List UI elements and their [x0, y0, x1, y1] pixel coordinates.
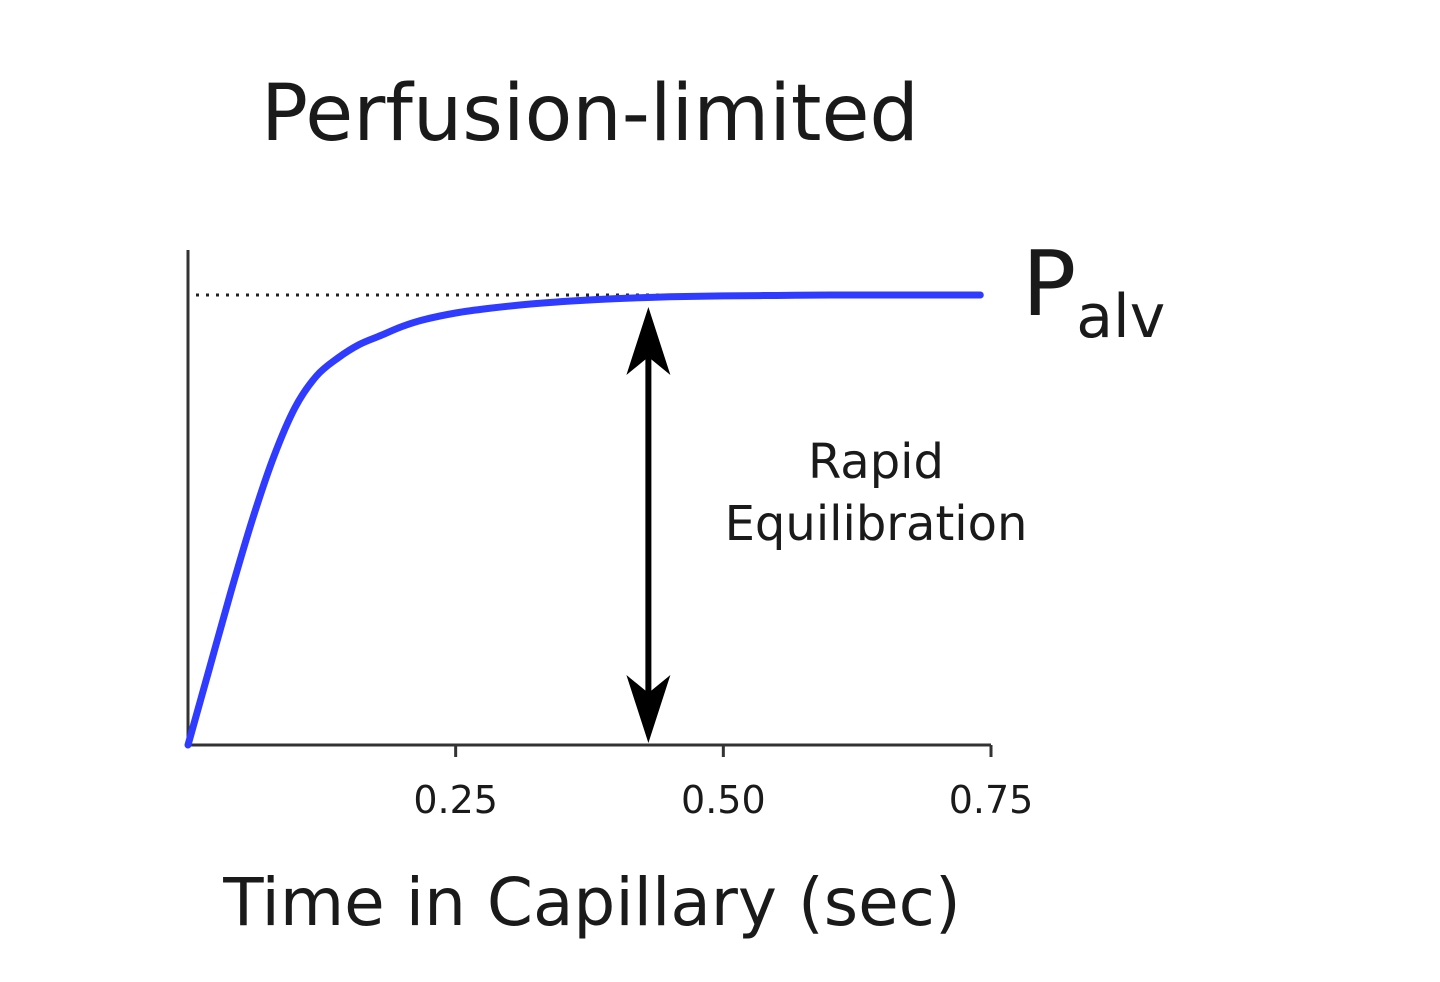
- plot-area: 0.25 0.50 0.75: [184, 250, 1034, 822]
- p-alv-subscript: alv: [1076, 282, 1165, 352]
- chart-title: Perfusion-limited: [261, 69, 919, 159]
- series-line: [184, 291, 984, 749]
- equilibration-arrow-head-top: [626, 307, 671, 375]
- equilibration-arrow-head-bottom: [626, 675, 671, 743]
- x-axis-label: Time in Capillary (sec): [222, 864, 960, 941]
- p-alv-main: P: [1022, 232, 1076, 337]
- annotation-text-line-2: Equilibration: [725, 496, 1028, 552]
- x-tick-label: 0.25: [413, 778, 498, 822]
- x-tick-label: 0.50: [681, 778, 766, 822]
- p-alv-label: Palv: [1022, 232, 1165, 352]
- annotation-text-line-1: Rapid: [808, 434, 944, 490]
- x-tick-label: 0.75: [949, 778, 1034, 822]
